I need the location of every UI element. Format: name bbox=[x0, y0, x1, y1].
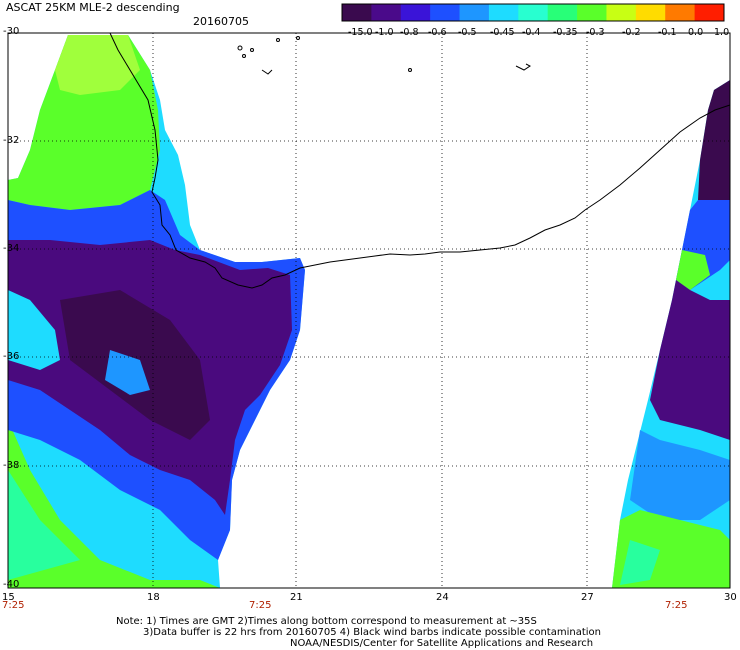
latitude-label: -40 bbox=[3, 579, 20, 590]
map-title: ASCAT 25KM MLE-2 descending bbox=[6, 1, 180, 14]
pass-time-label: 7:25 bbox=[2, 600, 25, 611]
colorbar-label: -15.0 bbox=[348, 27, 373, 38]
colorbar-label: 1.0 bbox=[714, 27, 730, 38]
colorbar-label: -0.1 bbox=[658, 27, 677, 38]
colorbar-segment bbox=[400, 4, 431, 21]
pass-time-label: 7:25 bbox=[249, 600, 272, 611]
colorbar-label: -0.2 bbox=[622, 27, 641, 38]
colorbar-segment bbox=[547, 4, 578, 21]
colorbar-segment bbox=[488, 4, 519, 21]
colorbar-label: -0.6 bbox=[428, 27, 447, 38]
longitude-label: 30 bbox=[724, 592, 737, 603]
colorbar-segment bbox=[518, 4, 549, 21]
note-line-2: 3)Data buffer is 22 hrs from 20160705 4)… bbox=[143, 627, 601, 638]
colorbar-label: -0.5 bbox=[458, 27, 477, 38]
latitude-label: -34 bbox=[3, 243, 20, 254]
colorbar-label: -0.3 bbox=[586, 27, 605, 38]
colorbar-segment bbox=[577, 4, 607, 21]
pass-time-label: 7:25 bbox=[665, 600, 688, 611]
colorbar-label: 0.0 bbox=[688, 27, 704, 38]
colorbar-segment bbox=[606, 4, 637, 21]
colorbar-segment bbox=[665, 4, 696, 21]
longitude-label: 21 bbox=[290, 592, 303, 603]
islands bbox=[237, 36, 531, 75]
colorbar-segment bbox=[635, 4, 666, 21]
note-line-3: NOAA/NESDIS/Center for Satellite Applica… bbox=[290, 638, 594, 649]
longitude-label: 24 bbox=[436, 592, 449, 603]
colorbar-segment bbox=[342, 4, 372, 21]
colorbar-label: -0.35 bbox=[553, 27, 578, 38]
colorbar-segment bbox=[459, 4, 490, 21]
colorbar-segment bbox=[694, 4, 725, 21]
colorbar-segment bbox=[371, 4, 402, 21]
colorbar-label: -0.45 bbox=[490, 27, 515, 38]
coastline bbox=[109, 32, 731, 289]
colorbar-segment bbox=[430, 4, 461, 21]
colorbar-label: -0.8 bbox=[400, 27, 419, 38]
note-line-1: Note: 1) Times are GMT 2)Times along bot… bbox=[116, 616, 537, 627]
latitude-label: -36 bbox=[3, 351, 20, 362]
east-swath bbox=[612, 80, 730, 588]
colorbar bbox=[341, 3, 725, 22]
west-swath bbox=[8, 35, 305, 588]
latitude-label: -38 bbox=[3, 460, 20, 471]
longitude-label: 27 bbox=[581, 592, 594, 603]
longitude-label: 15 bbox=[2, 592, 15, 603]
colorbar-label: -0.4 bbox=[522, 27, 541, 38]
latitude-label: -32 bbox=[3, 135, 20, 146]
latitude-label: -30 bbox=[3, 26, 20, 37]
map-date: 20160705 bbox=[193, 15, 249, 28]
colorbar-label: -1.0 bbox=[375, 27, 394, 38]
longitude-label: 18 bbox=[147, 592, 160, 603]
plot-frame bbox=[7, 32, 731, 589]
lat-lon-grid bbox=[8, 33, 730, 588]
